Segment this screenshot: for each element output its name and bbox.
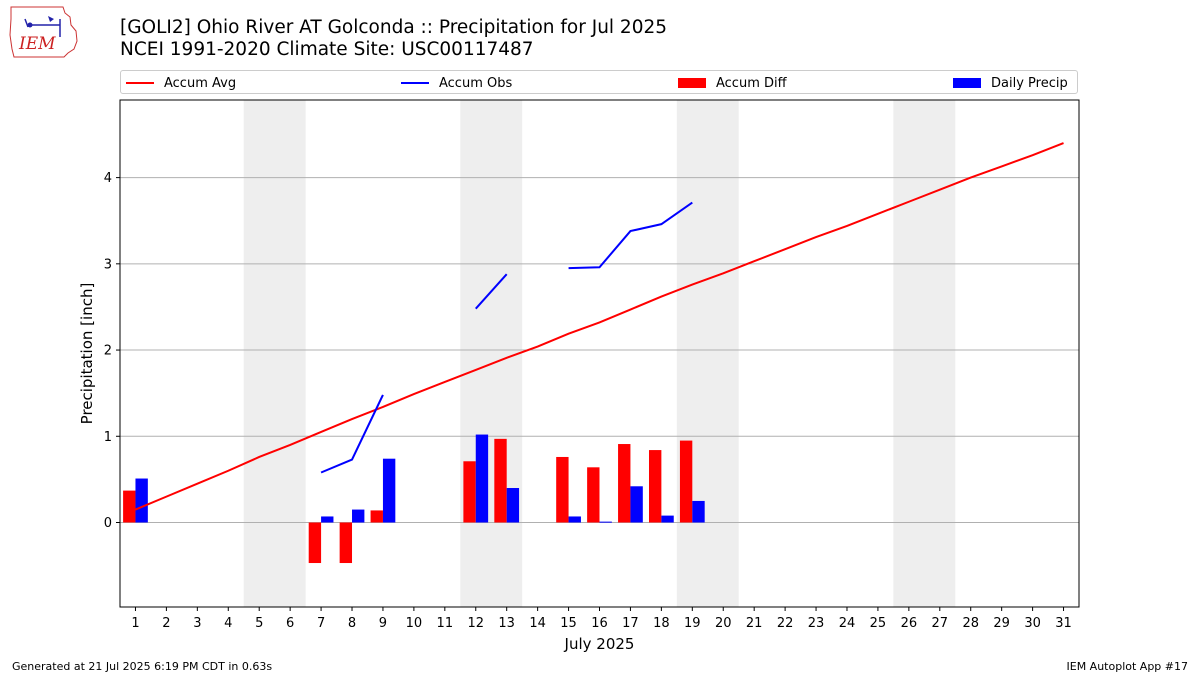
legend-label-accum-obs: Accum Obs	[439, 75, 513, 91]
y-tick-label-2: 2	[104, 344, 112, 359]
bar-series	[123, 434, 705, 564]
accum-diff-bar-17	[618, 444, 631, 523]
daily-precip-bar-17	[630, 486, 643, 523]
weekend-band-2	[460, 100, 523, 607]
accum-diff-bar-9	[370, 510, 383, 523]
accum-diff-bar-8	[339, 522, 353, 564]
accum-diff-bar-1	[123, 490, 136, 523]
weekend-band-4	[893, 100, 956, 607]
x-tick-label-18: 18	[653, 616, 670, 631]
x-tick-label-24: 24	[839, 616, 856, 631]
line-series	[135, 142, 1064, 511]
daily-precip-bar-15	[568, 516, 581, 523]
x-tick-label-20: 20	[715, 616, 732, 631]
daily-precip-bar-8	[352, 509, 365, 523]
x-tick-label-2: 2	[162, 616, 170, 631]
chart-subtitle: NCEI 1991-2020 Climate Site: USC00117487	[120, 39, 534, 60]
daily-precip-bar-7	[321, 516, 334, 523]
legend-label-accum-diff: Accum Diff	[716, 75, 787, 91]
x-tick-label-22: 22	[777, 616, 794, 631]
legend-item-daily-precip: Daily Precip	[953, 71, 1068, 95]
legend-swatch-accum-obs	[401, 82, 429, 84]
x-tick-label-17: 17	[622, 616, 639, 631]
x-tick-label-10: 10	[406, 616, 423, 631]
x-tick-label-13: 13	[498, 616, 515, 631]
x-tick-label-3: 3	[193, 616, 201, 631]
x-tick-label-7: 7	[317, 616, 325, 631]
accum-obs-line-2	[475, 273, 508, 310]
legend-item-accum-avg: Accum Avg	[126, 71, 236, 95]
legend-swatch-accum-diff	[678, 78, 706, 88]
x-tick-label-21: 21	[746, 616, 763, 631]
daily-precip-bar-12	[475, 434, 489, 523]
accum-diff-bar-13	[494, 438, 507, 523]
accum-diff-bar-18	[648, 450, 662, 523]
weekend-band-3	[676, 100, 739, 607]
logo-text: IEM	[18, 34, 56, 54]
weekend-band-1	[243, 100, 306, 607]
x-tick-label-15: 15	[560, 616, 577, 631]
footer-generated: Generated at 21 Jul 2025 6:19 PM CDT in …	[12, 660, 273, 673]
accum-diff-bar-15	[556, 456, 569, 523]
legend-item-accum-obs: Accum Obs	[401, 71, 512, 95]
legend: Accum Avg Accum Obs Accum Diff Daily Pre…	[120, 70, 1078, 94]
x-tick-label-26: 26	[901, 616, 918, 631]
x-tick-label-30: 30	[1024, 616, 1041, 631]
x-tick-label-25: 25	[870, 616, 887, 631]
legend-swatch-accum-avg	[126, 82, 154, 84]
footer-app: IEM Autoplot App #17	[1066, 660, 1189, 673]
legend-label-daily-precip: Daily Precip	[991, 75, 1068, 91]
daily-precip-bar-16	[599, 521, 612, 523]
iem-logo: IEM	[9, 6, 78, 58]
x-tick-label-14: 14	[529, 616, 546, 631]
x-tick-label-8: 8	[348, 616, 356, 631]
x-tick-label-11: 11	[437, 616, 454, 631]
y-axis-label: Precipitation [inch]	[78, 283, 96, 425]
x-tick-label-16: 16	[591, 616, 608, 631]
x-axis-label: July 2025	[564, 635, 635, 653]
x-tick-label-27: 27	[932, 616, 949, 631]
x-tick-label-23: 23	[808, 616, 825, 631]
accum-obs-line-3	[568, 201, 693, 270]
x-tick-label-4: 4	[224, 616, 232, 631]
daily-precip-bar-18	[661, 515, 674, 523]
x-tick-label-1: 1	[131, 616, 139, 631]
y-tick-label-4: 4	[104, 171, 112, 186]
y-tick-label-3: 3	[104, 257, 112, 272]
x-tick-label-12: 12	[467, 616, 484, 631]
x-tick-label-6: 6	[286, 616, 294, 631]
daily-precip-bar-13	[506, 488, 520, 523]
legend-swatch-daily-precip	[953, 78, 981, 88]
x-tick-label-9: 9	[379, 616, 387, 631]
legend-item-accum-diff: Accum Diff	[678, 71, 787, 95]
x-tick-label-5: 5	[255, 616, 263, 631]
accum-avg-line	[135, 142, 1064, 511]
y-tick-label-1: 1	[104, 430, 112, 445]
accum-diff-bar-7	[308, 522, 322, 564]
chart-title: [GOLI2] Ohio River AT Golconda :: Precip…	[120, 17, 668, 38]
daily-precip-bar-9	[382, 458, 396, 523]
daily-precip-bar-19	[692, 500, 705, 523]
accum-obs-line-1	[320, 394, 384, 474]
legend-label-accum-avg: Accum Avg	[164, 75, 237, 91]
x-tick-label-28: 28	[962, 616, 979, 631]
x-tick-label-29: 29	[993, 616, 1010, 631]
accum-diff-bar-12	[463, 461, 476, 523]
x-tick-label-19: 19	[684, 616, 701, 631]
accum-diff-bar-16	[587, 467, 600, 523]
accum-diff-bar-19	[679, 440, 693, 523]
y-tick-label-0: 0	[104, 516, 112, 531]
daily-precip-bar-1	[135, 478, 148, 523]
x-tick-label-31: 31	[1055, 616, 1072, 631]
